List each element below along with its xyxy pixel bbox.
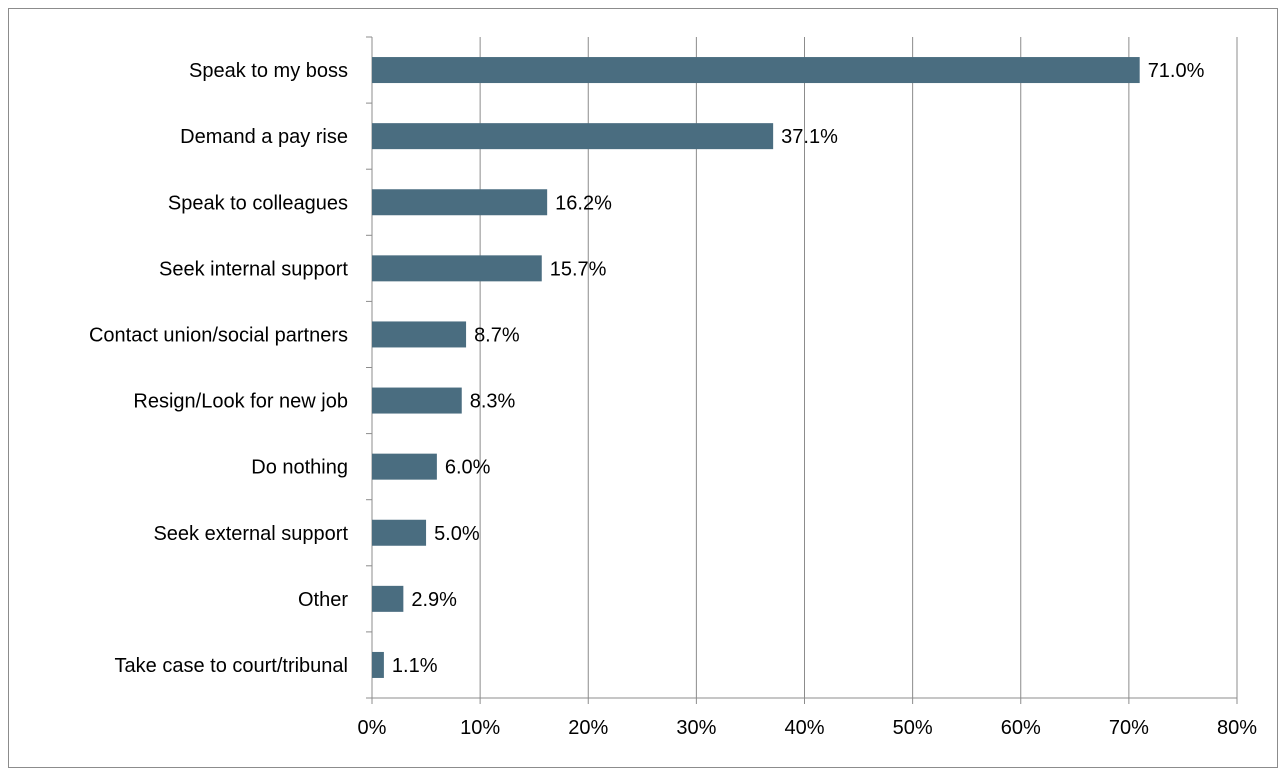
x-tick-label: 60% [1001,717,1041,739]
x-tick-label: 80% [1217,717,1257,739]
category-label: Resign/Look for new job [133,391,348,413]
value-label: 8.7% [474,324,520,346]
x-tick-label: 0% [358,717,387,739]
value-label: 6.0% [445,457,491,479]
bar-4 [372,321,467,348]
value-label: 8.3% [470,391,516,413]
category-label: Contact union/social partners [89,324,348,346]
category-label: Speak to my boss [189,60,348,82]
x-tick-label: 30% [676,717,716,739]
bar-6 [372,453,437,480]
x-tick-label: 50% [893,717,933,739]
bar-1 [372,123,774,150]
value-label: 5.0% [434,523,480,545]
value-label: 1.1% [392,655,438,677]
value-label: 16.2% [555,192,612,214]
value-label: 71.0% [1148,60,1205,82]
category-label: Speak to colleagues [168,192,348,214]
bar-5 [372,387,462,414]
category-label: Take case to court/tribunal [115,655,348,677]
category-label: Other [298,589,348,611]
category-label: Seek external support [153,523,348,545]
bar-0 [372,57,1140,84]
bar-9 [372,651,384,678]
bar-2 [372,189,548,216]
x-tick-label: 40% [784,717,824,739]
bar-7 [372,519,427,546]
x-tick-label: 20% [568,717,608,739]
bar-3 [372,255,542,282]
category-label: Do nothing [251,457,348,479]
bar-8 [372,585,404,612]
category-label: Seek internal support [159,258,348,280]
x-tick-label: 10% [460,717,500,739]
category-label: Demand a pay rise [180,126,348,148]
value-label: 37.1% [781,126,838,148]
value-label: 2.9% [411,589,457,611]
value-label: 15.7% [550,258,607,280]
x-tick-label: 70% [1109,717,1149,739]
